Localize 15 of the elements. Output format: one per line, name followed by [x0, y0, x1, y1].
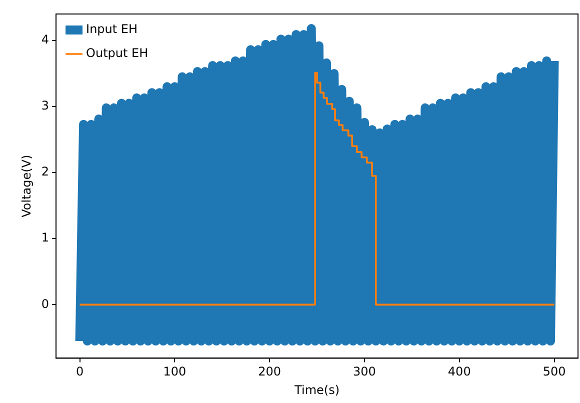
x-tick-label: 400 — [448, 364, 471, 379]
x-tick-label: 200 — [258, 364, 282, 379]
x-axis-title: Time(s) — [294, 382, 340, 397]
x-tick-label: 0 — [76, 364, 84, 379]
y-tick-label: 1 — [41, 230, 50, 245]
y-tick-label: 0 — [41, 296, 50, 311]
legend-label: Input EH — [86, 22, 138, 36]
y-tick-label: 4 — [41, 32, 50, 47]
y-axis-title: Voltage(V) — [19, 154, 34, 218]
x-tick-label: 100 — [163, 364, 186, 379]
y-tick-label: 2 — [41, 164, 50, 179]
x-tick-label: 500 — [542, 364, 566, 379]
y-tick-label: 3 — [41, 98, 50, 113]
x-tick-label: 300 — [353, 364, 376, 379]
legend-label: Output EH — [86, 46, 148, 60]
